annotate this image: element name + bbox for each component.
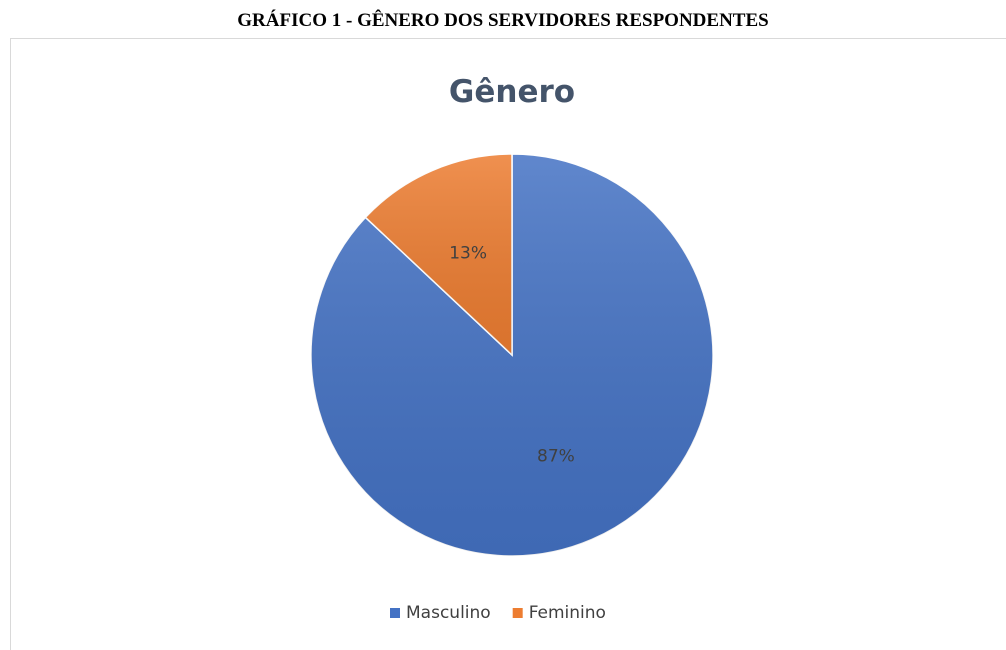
chart-title: Gênero xyxy=(449,74,575,110)
caption: GRÁFICO 1 - GÊNERO DOS SERVIDORES RESPON… xyxy=(237,9,768,31)
legend-swatch xyxy=(390,608,400,618)
legend-swatch xyxy=(512,608,523,618)
chart-border xyxy=(10,38,1006,650)
legend-label: Feminino xyxy=(529,603,606,623)
data-label: 13% xyxy=(449,244,487,264)
slice-shade xyxy=(365,154,512,355)
pie: 87% 13% xyxy=(310,153,714,557)
data-label: 87% xyxy=(537,446,575,466)
legend-label: Masculino xyxy=(406,603,491,623)
legend: Masculino Feminino xyxy=(390,603,606,623)
